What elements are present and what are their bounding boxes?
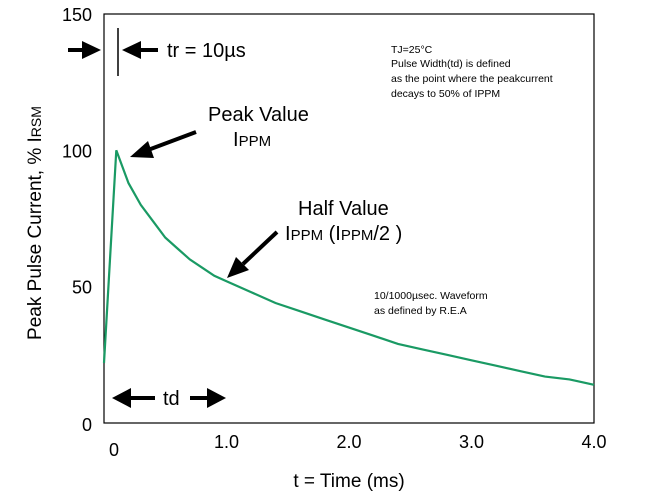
- y-tick-labels: 0 50 100 150: [62, 5, 92, 435]
- peak-arrow: [130, 130, 197, 158]
- conditions-note: TJ=25°C Pulse Width(td) is defined as th…: [391, 44, 553, 100]
- note-line: TJ=25°C: [391, 44, 433, 56]
- td-left-arrow: [112, 388, 155, 408]
- x-tick-label: 0: [109, 440, 119, 460]
- peak-ippm-label: IPPM: [233, 129, 271, 151]
- half-value-label: Half Value: [298, 198, 389, 220]
- x-tick-label: 3.0: [459, 432, 484, 452]
- td-label: td: [163, 388, 180, 410]
- plot-frame: [103, 13, 595, 424]
- td-right-arrow: [190, 388, 226, 408]
- note-line: Pulse Width(td) is defined: [391, 58, 511, 70]
- peak-value-label: Peak Value: [208, 104, 309, 126]
- x-axis-title: t = Time (ms): [293, 471, 404, 492]
- x-tick-labels: 0 1.0 2.0 3.0 4.0: [109, 432, 607, 460]
- y-tick-label: 100: [62, 141, 92, 161]
- note-line: decays to 50% of IPPM: [391, 88, 500, 100]
- x-tick-label: 2.0: [336, 432, 361, 452]
- note-line: as the point where the peakcurrent: [391, 73, 553, 85]
- waveform-note-line: 10/1000µsec. Waveform: [374, 290, 488, 302]
- x-tick-label: 1.0: [214, 432, 239, 452]
- half-arrow: [227, 230, 279, 278]
- y-axis-title: Peak Pulse Current, % IRSM: [25, 106, 46, 340]
- tr-right-arrow: [122, 41, 158, 59]
- series-line: [102, 149, 595, 386]
- tr-label: tr = 10µs: [167, 40, 246, 62]
- x-tick-label: 4.0: [581, 432, 606, 452]
- y-tick-label: 50: [72, 278, 92, 298]
- y-tick-label: 150: [62, 5, 92, 25]
- half-ippm-label: IPPM (IPPM/2 ): [285, 223, 402, 245]
- tr-left-arrow: [68, 41, 101, 59]
- waveform-note-line: as defined by R.E.A: [374, 305, 467, 317]
- y-tick-label: 0: [82, 415, 92, 435]
